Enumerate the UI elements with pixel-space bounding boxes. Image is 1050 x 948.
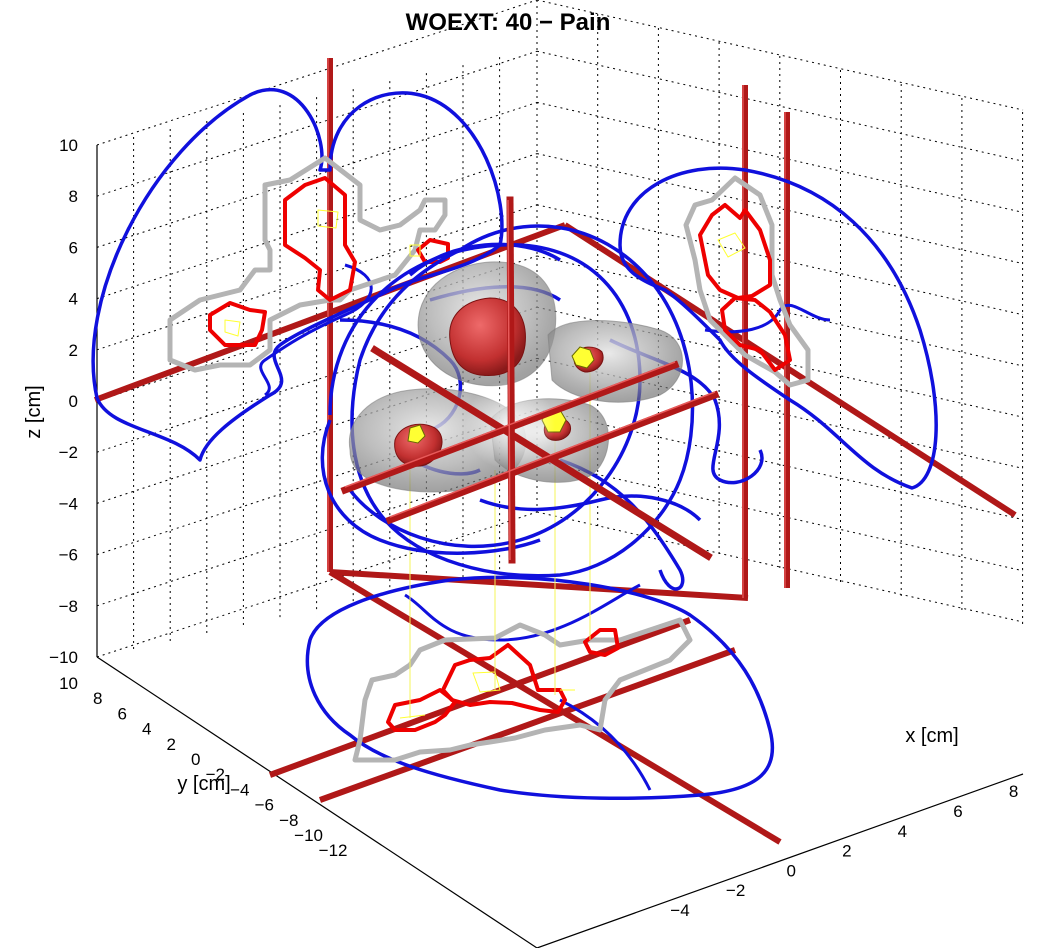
x-tick-label: −4 <box>670 901 689 920</box>
y-tick-label: 0 <box>191 750 200 769</box>
z-tick-label: −10 <box>49 648 78 667</box>
z-tick-label: 10 <box>59 136 78 155</box>
z-tick-label: −8 <box>59 597 78 616</box>
x-tick-label: −2 <box>726 881 745 900</box>
z-tick-label: 6 <box>69 238 78 257</box>
y-tick-label: −2 <box>206 765 225 784</box>
z-axis-label: z [cm] <box>23 385 45 438</box>
x-axis-ticks: −4−20246810 <box>670 782 1018 920</box>
grid-line <box>536 409 1024 521</box>
y-tick-label: 4 <box>142 720 151 739</box>
grid-line <box>536 101 1024 213</box>
grid-line <box>536 357 1024 469</box>
x-tick-label: 4 <box>898 822 907 841</box>
x-tick-label: 0 <box>786 861 795 880</box>
y-tick-label: 8 <box>93 689 102 708</box>
grid-line <box>536 460 1024 572</box>
y-tick-label: −10 <box>294 826 323 845</box>
z-axis-ticks: 10 8 6 4 2 0 −2 −4 −6 −8 −10 <box>49 136 78 667</box>
x-tick-label: 8 <box>1009 782 1018 801</box>
z-tick-label: −6 <box>59 546 78 565</box>
z-tick-label: 2 <box>69 341 78 360</box>
bottom-projection <box>305 575 775 801</box>
y-tick-label: −8 <box>279 811 298 830</box>
chart-title: WOEXT: 40 − Pain <box>406 9 611 36</box>
z-tick-label: 0 <box>69 392 78 411</box>
y-tick-label: −6 <box>255 796 274 815</box>
grid-line <box>536 0 1024 111</box>
z-tick-label: −4 <box>59 494 78 513</box>
grid-line <box>536 255 1024 367</box>
grid-line <box>536 50 1024 162</box>
x-tick-label: 6 <box>953 802 962 821</box>
axes-box <box>96 145 1024 948</box>
y-tick-label: −12 <box>319 841 348 860</box>
grid-line <box>536 153 1024 265</box>
z-tick-label: 4 <box>69 290 78 309</box>
x-axis-label: x [cm] <box>905 725 958 747</box>
z-tick-label: 8 <box>69 187 78 206</box>
y-tick-label: 2 <box>167 735 176 754</box>
z-tick-label: −2 <box>59 443 78 462</box>
x-tick-label: 2 <box>842 842 851 861</box>
left-projection <box>91 87 504 462</box>
front-rods-highlight <box>344 199 716 561</box>
grid-line <box>536 204 1024 316</box>
grid-line <box>536 306 1024 418</box>
grid-line <box>536 511 1024 623</box>
y-tick-label: 10 <box>59 674 78 693</box>
y-axis-label: y [cm] <box>177 773 230 795</box>
y-tick-label: −4 <box>230 780 249 799</box>
right-projection <box>618 166 938 490</box>
y-tick-label: 6 <box>118 704 127 723</box>
